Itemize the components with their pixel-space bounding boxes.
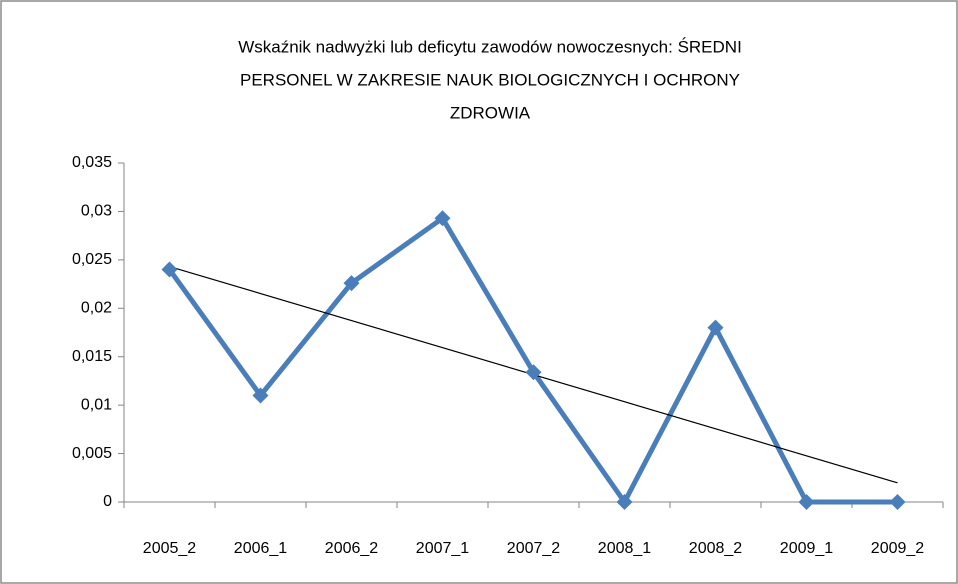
y-tick-label: 0 [103,493,112,510]
data-point [525,364,542,381]
x-tick-label: 2006_2 [325,540,378,557]
data-point [889,494,906,510]
y-tick-label: 0,03 [81,203,112,220]
data-point [252,387,269,404]
y-tick-label: 0,02 [81,300,112,317]
chart-title: PERSONEL W ZAKRESIE NAUK BIOLOGICZNYCH I… [240,70,740,89]
data-point [161,261,178,278]
data-point [798,494,815,510]
data-point [343,275,360,292]
x-tick-label: 2008_2 [689,540,742,557]
x-tick-label: 2007_2 [507,540,560,557]
x-tick-label: 2005_2 [143,540,196,557]
x-tick-label: 2006_1 [234,540,287,557]
y-tick-label: 0,005 [72,445,112,462]
x-tick-label: 2009_2 [871,540,924,557]
chart-title: ZDROWIA [450,103,531,122]
data-point [434,210,451,227]
x-tick-label: 2008_1 [598,540,651,557]
data-point [707,319,724,336]
y-tick-label: 0,025 [72,251,112,268]
y-tick-label: 0,015 [72,348,112,365]
x-tick-label: 2007_1 [416,540,469,557]
chart-title: Wskaźnik nadwyżki lub deficytu zawodów n… [238,37,742,56]
y-tick-label: 0,01 [81,396,112,413]
y-tick-label: 0,035 [72,154,112,171]
x-tick-label: 2009_1 [780,540,833,557]
data-point [616,494,633,510]
